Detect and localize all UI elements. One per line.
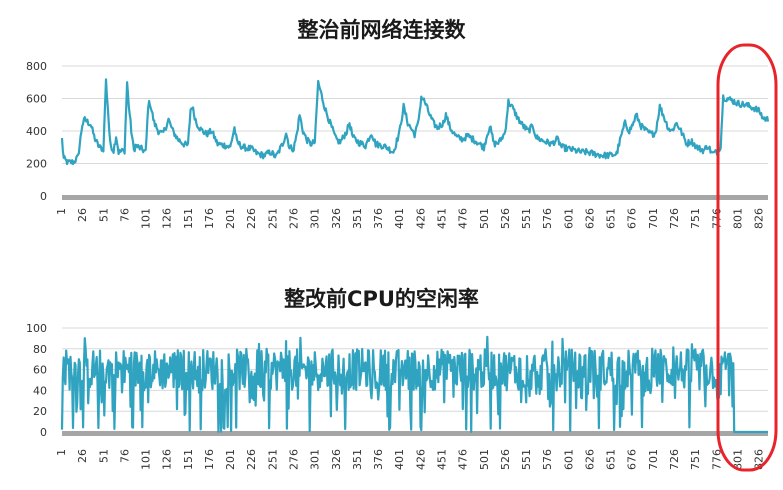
chart2-xtick-label: 451 (435, 449, 448, 470)
chart2-xtick-label: 351 (351, 449, 364, 470)
chart1-xtick-label: 351 (351, 208, 364, 229)
chart1-ytick-label: 400 (26, 125, 47, 138)
chart1-xtick-label: 676 (626, 208, 639, 229)
chart1-xtick-label: 101 (140, 208, 153, 229)
chart2-ytick-label: 60 (33, 364, 47, 377)
chart2-xtick-label: 426 (414, 449, 427, 470)
chart2-xtick-label: 276 (288, 449, 301, 470)
highlight-box (718, 45, 776, 470)
chart2-xtick-label: 251 (266, 449, 279, 470)
chart2-xtick-label: 201 (224, 449, 237, 470)
chart1-xtick-label: 151 (182, 208, 195, 229)
chart1-xtick-label: 1 (55, 208, 68, 215)
chart1-xtick-label: 276 (288, 208, 301, 229)
chart1-x-axis (62, 195, 768, 200)
chart1-xtick-label: 601 (562, 208, 575, 229)
chart1-xtick-label: 326 (330, 208, 343, 229)
chart1-xtick-label: 726 (668, 208, 681, 229)
chart2-xtick-label: 1 (55, 449, 68, 456)
chart1-xtick-label: 26 (76, 208, 89, 222)
chart1-xtick-label: 701 (647, 208, 660, 229)
chart1-xtick-label: 476 (457, 208, 470, 229)
chart1-xtick-label: 176 (203, 208, 216, 229)
chart1-xtick-label: 751 (689, 208, 702, 229)
chart2-xtick-label: 726 (668, 449, 681, 470)
chart2-xtick-label: 501 (478, 449, 491, 470)
chart1-xtick-label: 51 (97, 208, 110, 222)
chart1-xtick-label: 526 (499, 208, 512, 229)
chart2-xtick-label: 526 (499, 449, 512, 470)
chart2-ytick-label: 80 (33, 343, 47, 356)
chart1-xtick-label: 801 (731, 208, 744, 229)
chart1-ytick-label: 800 (26, 60, 47, 73)
chart2-series-line (62, 337, 768, 432)
chart2-xtick-label: 26 (76, 449, 89, 463)
chart2-xtick-label: 376 (372, 449, 385, 470)
chart2-xtick-label: 301 (309, 449, 322, 470)
chart2-xtick-label: 226 (245, 449, 258, 470)
chart2-xtick-label: 151 (182, 449, 195, 470)
chart2-xtick-label: 701 (647, 449, 660, 470)
chart2-ytick-label: 20 (33, 405, 47, 418)
chart2-ytick-label: 40 (33, 384, 47, 397)
chart1-xtick-label: 576 (541, 208, 554, 229)
chart1-ytick-label: 0 (40, 190, 47, 203)
chart1-series-line (62, 79, 768, 164)
chart1-xtick-label: 201 (224, 208, 237, 229)
chart1-xtick-label: 826 (753, 208, 766, 229)
chart2-xtick-label: 76 (118, 449, 131, 463)
chart2-xtick-label: 551 (520, 449, 533, 470)
chart1-xtick-label: 451 (435, 208, 448, 229)
chart2-xtick-label: 476 (457, 449, 470, 470)
chart1-xtick-label: 551 (520, 208, 533, 229)
chart2-ytick-label: 0 (40, 426, 47, 439)
chart1-ytick-label: 200 (26, 158, 47, 171)
chart2-xtick-label: 51 (97, 449, 110, 463)
chart1-xtick-label: 301 (309, 208, 322, 229)
chart2-xtick-label: 101 (140, 449, 153, 470)
chart2-xtick-label: 576 (541, 449, 554, 470)
chart2-xtick-label: 626 (583, 449, 596, 470)
chart2-xtick-label: 601 (562, 449, 575, 470)
chart2-xtick-label: 326 (330, 449, 343, 470)
chart1-xtick-label: 226 (245, 208, 258, 229)
chart1-xtick-label: 626 (583, 208, 596, 229)
chart1-ytick-label: 600 (26, 93, 47, 106)
chart1-xtick-label: 426 (414, 208, 427, 229)
chart1-xtick-label: 376 (372, 208, 385, 229)
chart1-xtick-label: 251 (266, 208, 279, 229)
chart1-xtick-label: 501 (478, 208, 491, 229)
chart2-xtick-label: 676 (626, 449, 639, 470)
chart2-xtick-label: 176 (203, 449, 216, 470)
chart2-x-axis (62, 431, 768, 436)
chart2-xtick-label: 126 (161, 449, 174, 470)
chart1-xtick-label: 401 (393, 208, 406, 229)
chart2-xtick-label: 751 (689, 449, 702, 470)
chart2-xtick-label: 651 (605, 449, 618, 470)
chart2-xtick-label: 401 (393, 449, 406, 470)
chart2-ytick-label: 100 (26, 322, 47, 335)
chart1-xtick-label: 76 (118, 208, 131, 222)
chart1-xtick-label: 126 (161, 208, 174, 229)
chart1-xtick-label: 651 (605, 208, 618, 229)
